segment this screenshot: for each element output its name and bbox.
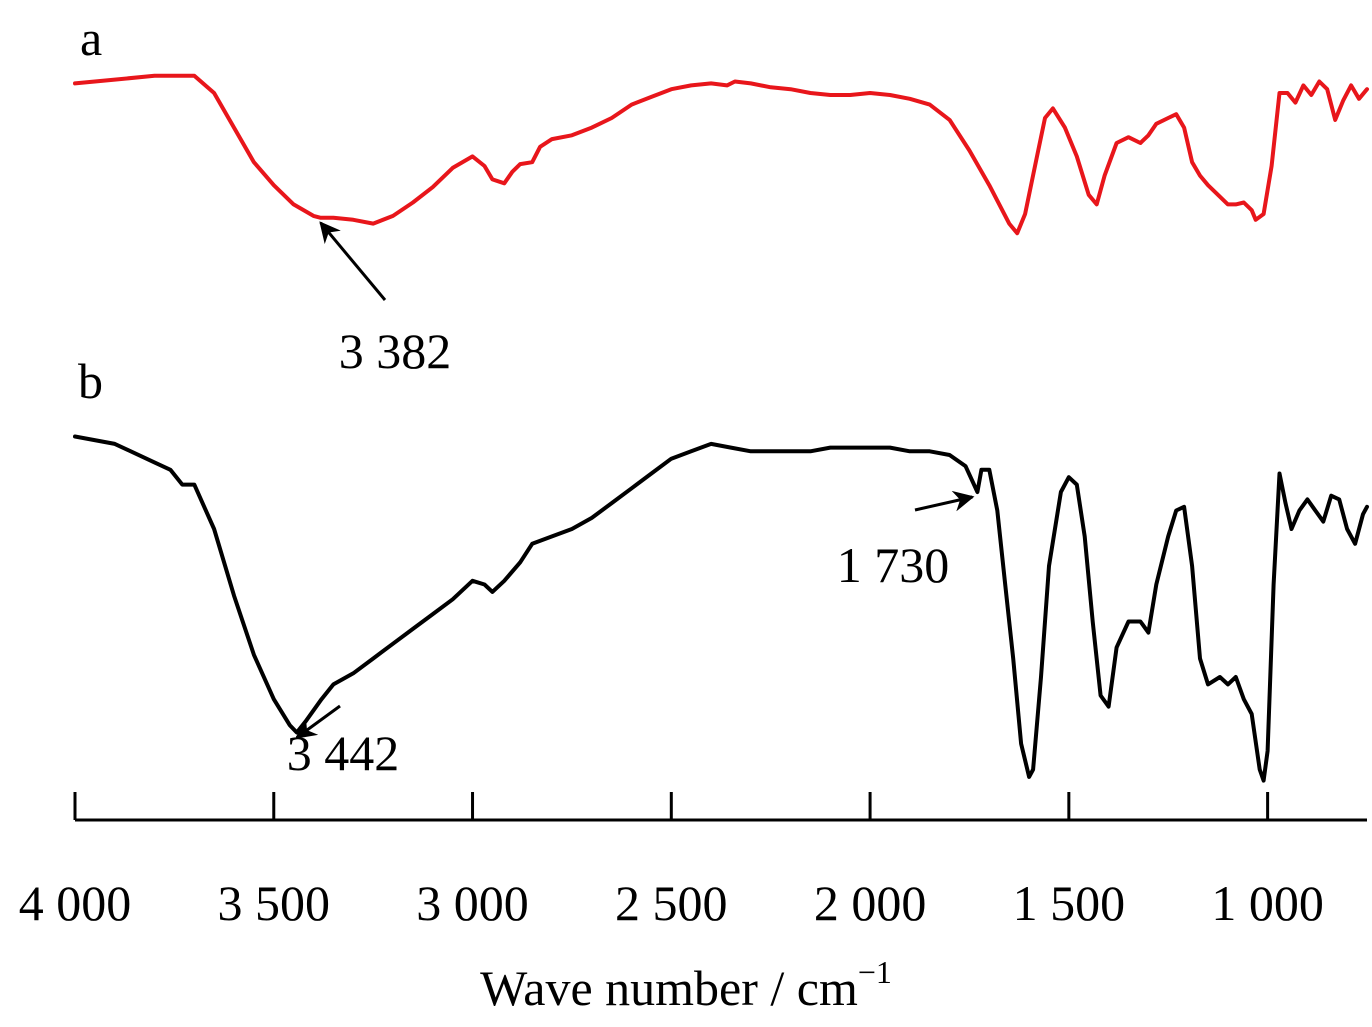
series-label-b: b [78,353,103,409]
x-tick-label: 2 000 [814,875,927,931]
annotation-arrow [914,490,975,512]
annotation-arrow [319,221,387,301]
series-label-a: a [80,10,102,66]
x-axis-title-superscript: −1 [858,954,892,990]
x-tick-label: 1 500 [1013,875,1126,931]
series-line-a [73,73,1369,236]
x-tick-label: 3 000 [416,875,529,931]
x-tick-label: 3 500 [218,875,331,931]
series-line-b [73,434,1369,783]
x-axis: 4 000 3 500 3 000 2 500 2 000 1 500 1 000 [19,792,1367,931]
annotation-layer: 3 382 3 442 1 730 [287,221,975,781]
annotation-arrow [295,704,341,739]
annotation-label: 1 730 [837,537,950,593]
x-axis-title-text: Wave number / cm [480,960,858,1016]
series-layer: ab [73,10,1369,783]
annotation-label: 3 382 [339,323,452,379]
x-tick-label: 4 000 [19,875,132,931]
x-axis-ticks: 4 000 3 500 3 000 2 500 2 000 1 500 1 000 [19,792,1324,931]
x-tick-label: 2 500 [615,875,728,931]
x-axis-title: Wave number / cm−1 [480,954,892,1016]
annotation-label: 3 442 [287,725,400,781]
x-tick-label: 1 000 [1211,875,1324,931]
